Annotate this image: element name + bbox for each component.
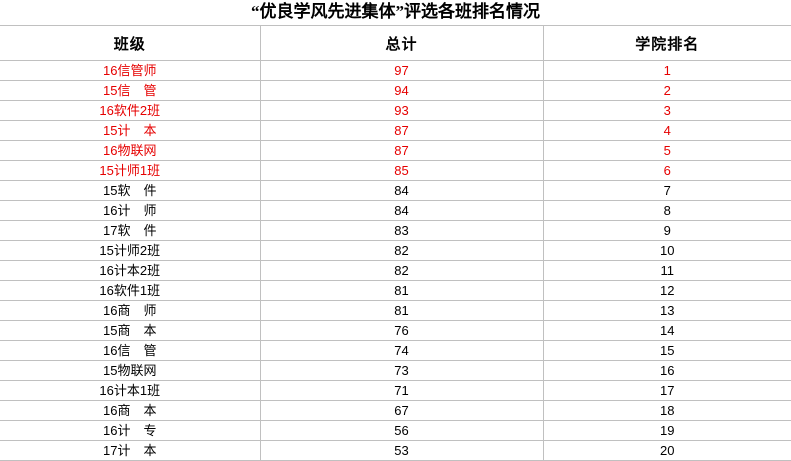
cell-total: 74 [260,340,544,361]
table-row: 16软件1班 81 12 [0,280,791,301]
table-header: 班级 总计 学院排名 [0,25,791,61]
cell-class: 15软 件 [0,180,261,201]
cell-rank: 6 [543,160,791,181]
cell-total: 56 [260,420,544,441]
ranking-table: 班级 总计 学院排名 16信管师 97 1 15信 管 94 2 16软件2班 93 3 15计 … [0,25,791,461]
cell-total: 67 [260,400,544,421]
cell-rank: 10 [543,240,791,261]
table-row: 15计 本 87 4 [0,120,791,141]
cell-class: 16计本1班 [0,380,261,401]
cell-total: 94 [260,80,544,101]
cell-total: 81 [260,280,544,301]
cell-rank: 20 [543,440,791,461]
table-row: 17软 件 83 9 [0,220,791,241]
table-row: 17计 本 53 20 [0,440,791,461]
cell-rank: 2 [543,80,791,101]
cell-rank: 3 [543,100,791,121]
page-title: “优良学风先进集体”评选各班排名情况 [251,2,540,21]
cell-class: 15物联网 [0,360,261,381]
cell-class: 16商 本 [0,400,261,421]
table-row: 16信 管 74 15 [0,340,791,361]
cell-total: 82 [260,260,544,281]
cell-total: 85 [260,160,544,181]
cell-class: 15计 本 [0,120,261,141]
table-row: 16商 本 67 18 [0,400,791,421]
cell-rank: 8 [543,200,791,221]
cell-total: 93 [260,100,544,121]
cell-rank: 15 [543,340,791,361]
cell-class: 15信 管 [0,80,261,101]
cell-rank: 19 [543,420,791,441]
cell-rank: 17 [543,380,791,401]
cell-class: 16信管师 [0,60,261,81]
cell-total: 82 [260,240,544,261]
cell-class: 17软 件 [0,220,261,241]
column-header-class: 班级 [0,25,261,61]
column-header-total: 总计 [260,25,544,61]
cell-total: 87 [260,140,544,161]
cell-total: 71 [260,380,544,401]
cell-class: 16计本2班 [0,260,261,281]
cell-class: 15商 本 [0,320,261,341]
cell-rank: 16 [543,360,791,381]
table-row: 16商 师 81 13 [0,300,791,321]
table-row: 16计 专 56 19 [0,420,791,441]
header-row: 班级 总计 学院排名 [0,25,791,61]
cell-rank: 5 [543,140,791,161]
table-row: 16软件2班 93 3 [0,100,791,121]
cell-rank: 14 [543,320,791,341]
table-row: 15物联网 73 16 [0,360,791,381]
cell-total: 84 [260,180,544,201]
table-row: 16计本2班 82 11 [0,260,791,281]
cell-class: 16商 师 [0,300,261,321]
cell-class: 16软件2班 [0,100,261,121]
table-row: 15计师2班 82 10 [0,240,791,261]
table-row: 15软 件 84 7 [0,180,791,201]
table-row: 15商 本 76 14 [0,320,791,341]
cell-class: 16计 师 [0,200,261,221]
cell-rank: 12 [543,280,791,301]
table-row: 15信 管 94 2 [0,80,791,101]
table-row: 16计本1班 71 17 [0,380,791,401]
cell-class: 16软件1班 [0,280,261,301]
cell-class: 16物联网 [0,140,261,161]
cell-class: 15计师1班 [0,160,261,181]
cell-rank: 13 [543,300,791,321]
cell-total: 87 [260,120,544,141]
cell-total: 73 [260,360,544,381]
cell-class: 15计师2班 [0,240,261,261]
cell-class: 17计 本 [0,440,261,461]
table-row: 16物联网 87 5 [0,140,791,161]
cell-total: 53 [260,440,544,461]
cell-total: 76 [260,320,544,341]
cell-total: 84 [260,200,544,221]
cell-rank: 7 [543,180,791,201]
cell-total: 81 [260,300,544,321]
table-row: 15计师1班 85 6 [0,160,791,181]
table-row: 16计 师 84 8 [0,200,791,221]
cell-total: 83 [260,220,544,241]
cell-class: 16计 专 [0,420,261,441]
column-header-rank: 学院排名 [543,25,791,61]
cell-rank: 9 [543,220,791,241]
table-body: 16信管师 97 1 15信 管 94 2 16软件2班 93 3 15计 本 87 4 16物联网 87… [0,60,791,461]
cell-class: 16信 管 [0,340,261,361]
table-row: 16信管师 97 1 [0,60,791,81]
cell-rank: 11 [543,260,791,281]
cell-total: 97 [260,60,544,81]
cell-rank: 18 [543,400,791,421]
cell-rank: 1 [543,60,791,81]
cell-rank: 4 [543,120,791,141]
